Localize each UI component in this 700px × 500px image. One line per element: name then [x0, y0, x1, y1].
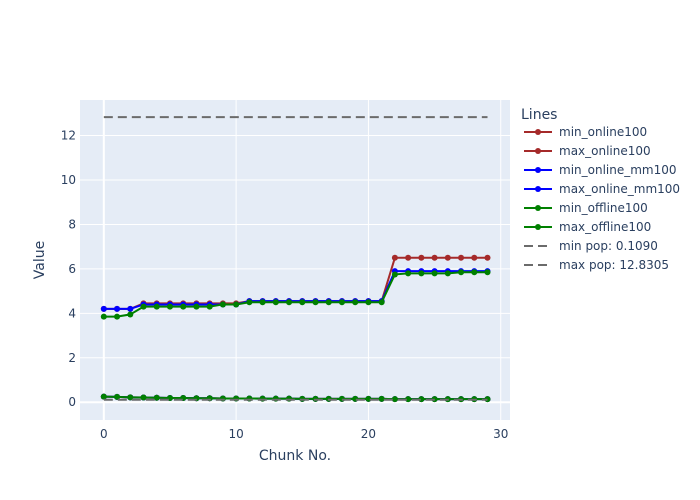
data-point [484, 254, 491, 261]
legend-label: min_offline100 [559, 201, 648, 215]
y-tick-label: 2 [68, 351, 76, 365]
data-point [193, 303, 200, 310]
legend-label: max_offline100 [559, 220, 651, 234]
legend-item[interactable]: max_online_mm100 [524, 182, 680, 196]
data-point [458, 254, 465, 261]
legend-marker [535, 167, 541, 173]
data-point [405, 270, 412, 277]
legend-item[interactable]: min_online_mm100 [524, 163, 677, 177]
plot-background [80, 100, 510, 420]
legend-item[interactable]: max_offline100 [524, 220, 651, 234]
y-tick-label: 8 [68, 217, 76, 231]
y-tick-label: 0 [68, 395, 76, 409]
data-point [153, 394, 160, 401]
legend-item[interactable]: max_online100 [524, 144, 651, 158]
data-point [166, 303, 173, 310]
data-point [206, 303, 213, 310]
data-point [180, 303, 187, 310]
data-point [114, 393, 121, 400]
data-point [418, 254, 425, 261]
legend-marker [535, 224, 541, 230]
data-point [140, 303, 147, 310]
data-point [140, 394, 147, 401]
y-tick-label: 4 [68, 306, 76, 320]
data-point [312, 299, 319, 306]
data-point [286, 299, 293, 306]
series-layer [100, 116, 491, 403]
legend-label: min pop: 0.1090 [559, 239, 658, 253]
legend[interactable]: Lines min_online100 max_online100 min_onli… [521, 107, 680, 272]
data-point [471, 269, 478, 276]
data-point [259, 299, 266, 306]
legend-label: max_online100 [559, 144, 651, 158]
tick-labels: 0 10 20 30 0 2 4 6 8 10 12 [61, 129, 509, 441]
legend-item[interactable]: min pop: 0.1090 [524, 239, 658, 253]
data-point [299, 299, 306, 306]
data-point [444, 270, 451, 277]
data-point [100, 313, 107, 320]
data-point [153, 303, 160, 310]
x-tick-label: 20 [361, 427, 376, 441]
legend-marker [535, 129, 541, 135]
data-point [431, 270, 438, 277]
data-point [391, 396, 398, 403]
y-tick-label: 10 [61, 173, 76, 187]
data-point [100, 305, 107, 312]
data-point [325, 299, 332, 306]
x-axis-title: Chunk No. [259, 448, 331, 464]
legend-marker [535, 186, 541, 192]
data-point [418, 270, 425, 277]
data-point [114, 313, 121, 320]
data-point [378, 395, 385, 402]
data-point [378, 299, 385, 306]
data-point [233, 301, 240, 308]
data-point [127, 305, 134, 312]
legend-label: min_online_mm100 [559, 163, 677, 177]
legend-item[interactable]: max pop: 12.8305 [524, 258, 669, 272]
y-axis-title: Value [32, 241, 48, 279]
legend-label: min_online100 [559, 125, 647, 139]
data-point [484, 269, 491, 276]
legend-title: Lines [521, 107, 557, 123]
data-point [246, 299, 253, 306]
legend-label: max pop: 12.8305 [559, 258, 669, 272]
legend-marker [535, 148, 541, 154]
legend-marker [535, 205, 541, 211]
data-point [431, 254, 438, 261]
data-point [127, 394, 134, 401]
x-tick-label: 0 [100, 427, 108, 441]
legend-label: max_online_mm100 [559, 182, 680, 196]
data-point [338, 299, 345, 306]
data-point [352, 299, 359, 306]
data-point [114, 305, 121, 312]
data-point [391, 254, 398, 261]
data-point [100, 393, 107, 400]
y-tick-label: 6 [68, 262, 76, 276]
data-point [458, 269, 465, 276]
data-point [272, 299, 279, 306]
data-point [471, 254, 478, 261]
data-point [391, 271, 398, 278]
data-point [127, 311, 134, 318]
x-tick-label: 10 [228, 427, 243, 441]
data-point [365, 299, 372, 306]
x-tick-label: 30 [493, 427, 508, 441]
grid-lines [80, 100, 510, 420]
data-point [219, 301, 226, 308]
data-point [405, 254, 412, 261]
data-point [444, 254, 451, 261]
y-tick-label: 12 [61, 129, 76, 143]
legend-item[interactable]: min_offline100 [524, 201, 648, 215]
legend-item[interactable]: min_online100 [524, 125, 647, 139]
